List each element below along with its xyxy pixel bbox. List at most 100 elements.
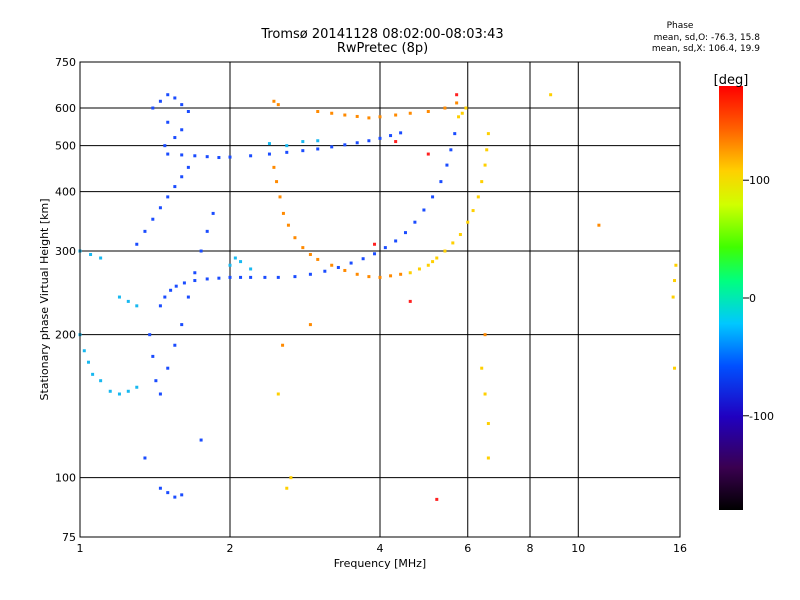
data-point bbox=[330, 111, 334, 115]
data-point bbox=[476, 195, 480, 199]
data-point bbox=[349, 261, 353, 265]
data-point bbox=[276, 103, 280, 107]
data-point bbox=[193, 154, 197, 158]
data-point bbox=[453, 132, 457, 136]
data-point bbox=[301, 140, 305, 144]
data-point bbox=[316, 109, 320, 113]
data-point bbox=[355, 114, 359, 118]
data-point bbox=[455, 93, 459, 97]
data-point bbox=[316, 147, 320, 151]
data-point bbox=[389, 134, 393, 138]
data-point bbox=[180, 175, 184, 179]
data-point bbox=[458, 233, 462, 237]
y-axis-ticks: 75 100 200 300 400 500 600 750 bbox=[55, 56, 76, 544]
data-point bbox=[471, 209, 475, 213]
data-point bbox=[597, 223, 601, 227]
data-point bbox=[276, 392, 280, 396]
data-point bbox=[408, 271, 412, 275]
data-point bbox=[367, 275, 371, 279]
data-point bbox=[205, 229, 209, 233]
data-point bbox=[173, 96, 177, 100]
data-point bbox=[486, 132, 490, 136]
data-point bbox=[117, 392, 121, 396]
data-point bbox=[308, 272, 312, 276]
data-point bbox=[323, 269, 327, 273]
data-point bbox=[286, 223, 290, 227]
data-point bbox=[483, 392, 487, 396]
data-point bbox=[249, 275, 253, 279]
data-point bbox=[163, 295, 167, 299]
data-point bbox=[228, 155, 232, 159]
data-point bbox=[186, 109, 190, 113]
data-point bbox=[166, 120, 170, 124]
data-point bbox=[330, 145, 334, 149]
data-point bbox=[480, 366, 484, 370]
data-point bbox=[217, 156, 221, 160]
data-point bbox=[426, 263, 430, 267]
colorbar-ticks: 100 0 -100 bbox=[743, 174, 774, 423]
data-point bbox=[180, 103, 184, 107]
data-point bbox=[158, 304, 162, 308]
data-point bbox=[435, 256, 439, 260]
data-point bbox=[174, 284, 178, 288]
data-point bbox=[199, 438, 203, 442]
data-point bbox=[308, 252, 312, 256]
data-point bbox=[99, 256, 103, 260]
data-point bbox=[466, 220, 470, 224]
data-point bbox=[417, 267, 421, 271]
data-point bbox=[166, 195, 170, 199]
data-point bbox=[158, 206, 162, 210]
x-mode-stats: mean, sd,X: 106.4, 19.9 bbox=[651, 44, 760, 54]
data-point bbox=[361, 257, 365, 261]
data-point bbox=[151, 354, 155, 358]
x-tick-label: 10 bbox=[571, 542, 585, 555]
data-point bbox=[217, 276, 221, 280]
data-point bbox=[285, 144, 289, 148]
data-point bbox=[148, 333, 152, 337]
data-point bbox=[485, 148, 489, 152]
data-point bbox=[413, 220, 417, 224]
data-point bbox=[451, 241, 455, 245]
data-point bbox=[108, 389, 112, 393]
x-tick-label: 16 bbox=[673, 542, 687, 555]
data-point bbox=[166, 491, 170, 495]
data-point bbox=[355, 141, 359, 145]
data-point bbox=[285, 486, 289, 490]
y-axis-label: Stationary phase Virtual Height [km] bbox=[38, 198, 51, 400]
data-point bbox=[383, 246, 387, 250]
data-point bbox=[426, 109, 430, 113]
data-point bbox=[89, 252, 93, 256]
data-point bbox=[180, 153, 184, 157]
x-axis-ticks: 1 2 4 6 8 10 16 bbox=[77, 542, 688, 555]
x-axis-label: Frequency [MHz] bbox=[334, 557, 426, 570]
data-point bbox=[166, 366, 170, 370]
data-point bbox=[293, 236, 297, 240]
chart-subtitle: RwPretec (8p) bbox=[336, 41, 429, 56]
data-point bbox=[249, 154, 253, 158]
data-point bbox=[158, 486, 162, 490]
data-point bbox=[316, 257, 320, 261]
x-tick-label: 8 bbox=[527, 542, 534, 555]
data-point bbox=[422, 208, 426, 212]
data-point bbox=[173, 343, 177, 347]
data-point bbox=[276, 275, 280, 279]
data-point bbox=[193, 279, 197, 283]
data-point bbox=[158, 99, 162, 103]
data-point bbox=[399, 131, 403, 135]
data-point bbox=[205, 277, 209, 281]
o-mode-stats: mean, sd,O: -76.3, 15.8 bbox=[653, 33, 760, 43]
data-point bbox=[143, 456, 147, 460]
data-point bbox=[126, 389, 130, 393]
data-point bbox=[263, 275, 267, 279]
data-point bbox=[486, 456, 490, 460]
data-point bbox=[399, 272, 403, 276]
data-point bbox=[180, 323, 184, 327]
data-point bbox=[180, 128, 184, 132]
data-points bbox=[78, 93, 678, 501]
data-point bbox=[308, 323, 312, 327]
data-point bbox=[343, 268, 347, 272]
data-point bbox=[193, 271, 197, 275]
data-point bbox=[285, 150, 289, 154]
data-point bbox=[394, 113, 398, 117]
colorbar-unit: [deg] bbox=[714, 73, 749, 88]
